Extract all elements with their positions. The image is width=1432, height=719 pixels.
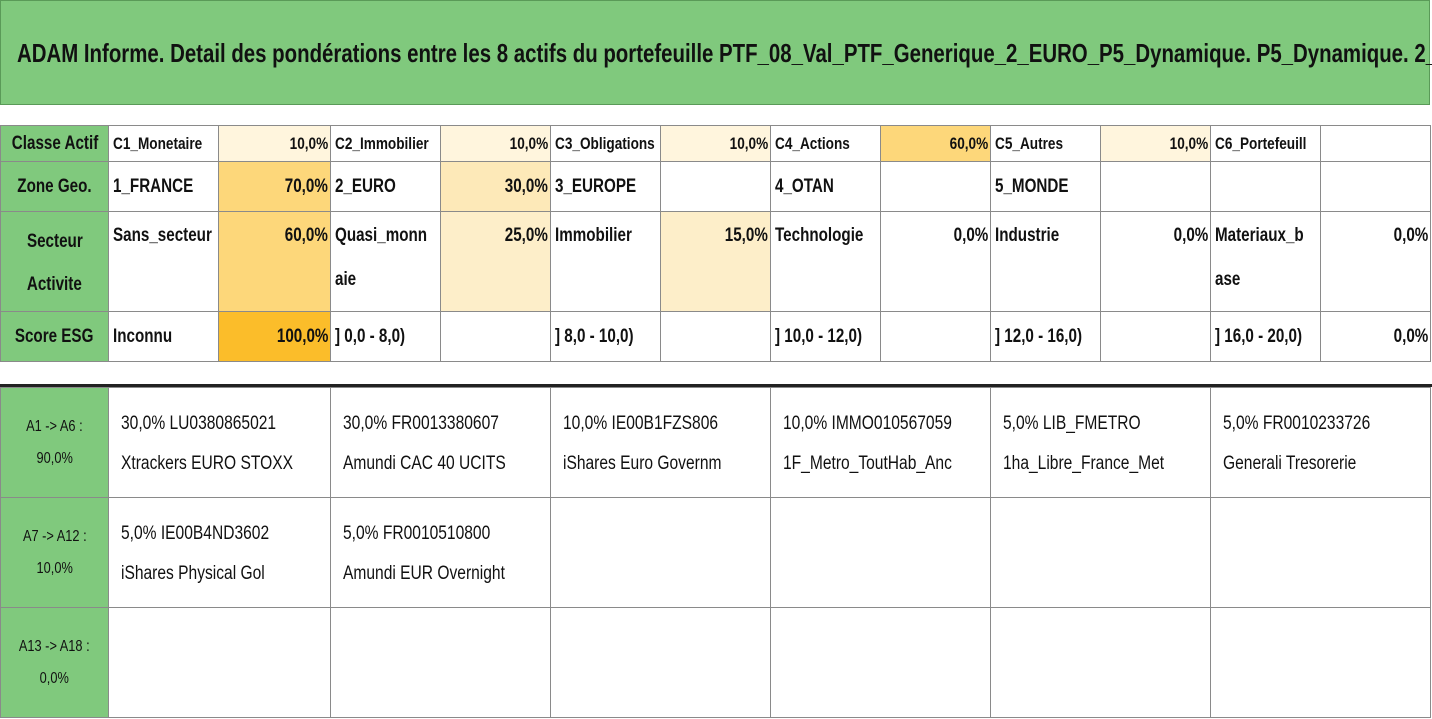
cell-label[interactable]: C1_Monetaire [108,125,219,162]
report-title-bar: ADAM Informe. Detail des pondérations en… [0,0,1432,105]
cell-weight[interactable] [1320,125,1431,162]
asset-cell[interactable]: 10,0% IE00B1FZS806 iShares Euro Governm [550,387,771,498]
cell-weight[interactable]: 70,0% [218,161,331,212]
asset-cell[interactable] [990,497,1211,608]
cell-label[interactable]: 4_OTAN [770,161,881,212]
cell-label[interactable]: ] 16,0 - 20,0) [1210,311,1321,362]
asset-cell[interactable] [990,607,1211,718]
cell-label[interactable]: Sans_secteur [108,211,219,312]
row-zone-geo: Zone Geo. 1_FRANCE 70,0% 2_EURO 30,0% 3_… [0,161,1431,212]
cell-label[interactable]: Technologie [770,211,881,312]
cell-label[interactable]: Quasi_monn aie [330,211,441,312]
asset-cell[interactable]: 10,0% IMMO010567059 1F_Metro_ToutHab_Anc [770,387,991,498]
asset-cell[interactable]: 5,0% FR0010510800 Amundi EUR Overnight [330,497,551,608]
cell-weight[interactable]: 0,0% [880,211,991,312]
cell-weight[interactable]: 25,0% [440,211,551,312]
asset-range-header: A7 -> A12 :10,0% [0,497,109,608]
cell-weight[interactable]: 15,0% [660,211,771,312]
row-header-classe-actif: Classe Actif [0,125,109,162]
row-header-secteur-activite: Secteur Activite [0,211,109,312]
asset-cell[interactable] [770,497,991,608]
asset-cell[interactable]: 5,0% FR0010233726 Generali Tresorerie [1210,387,1431,498]
cell-weight[interactable] [1100,161,1211,212]
asset-row: A1 -> A6 :90,0% 30,0% LU0380865021 Xtrack… [0,387,1431,498]
asset-cell[interactable] [1210,607,1431,718]
row-score-esg: Score ESG Inconnu 100,0% ] 0,0 - 8,0) ] … [0,311,1431,362]
cell-label[interactable]: Inconnu [108,311,219,362]
assets-table: A1 -> A6 :90,0% 30,0% LU0380865021 Xtrack… [0,387,1431,718]
cell-label[interactable]: C6_Portefeuill [1210,125,1321,162]
cell-weight[interactable]: 0,0% [1100,211,1211,312]
cell-weight[interactable] [1100,311,1211,362]
asset-row: A7 -> A12 :10,0% 5,0% IE00B4ND3602 iShare… [0,497,1431,608]
asset-cell[interactable] [770,607,991,718]
asset-range-header: A1 -> A6 :90,0% [0,387,109,498]
cell-label[interactable]: C2_Immobilier [330,125,441,162]
cell-label[interactable]: C5_Autres [990,125,1101,162]
asset-cell[interactable] [108,607,331,718]
cell-label[interactable]: Immobilier [550,211,661,312]
cell-label[interactable]: ] 8,0 - 10,0) [550,311,661,362]
row-header-score-esg: Score ESG [0,311,109,362]
cell-weight[interactable]: 60,0% [880,125,991,162]
asset-cell[interactable] [550,497,771,608]
cell-weight[interactable]: 0,0% [1320,311,1431,362]
asset-range-header: A13 -> A18 :0,0% [0,607,109,718]
cell-weight[interactable] [880,311,991,362]
cell-label[interactable]: C3_Obligations [550,125,661,162]
cell-label[interactable]: ] 12,0 - 16,0) [990,311,1101,362]
asset-cell[interactable] [330,607,551,718]
cell-weight[interactable] [440,311,551,362]
row-secteur-activite: Secteur Activite Sans_secteur 60,0% Quasi… [0,211,1431,312]
cell-weight[interactable]: 60,0% [218,211,331,312]
cell-weight[interactable]: 10,0% [440,125,551,162]
cell-label[interactable]: ] 10,0 - 12,0) [770,311,881,362]
cell-weight[interactable] [1320,161,1431,212]
asset-cell[interactable] [550,607,771,718]
cell-label[interactable]: 5_MONDE [990,161,1101,212]
section-divider [0,384,1432,387]
cell-label[interactable]: Industrie [990,211,1101,312]
cell-weight[interactable]: 30,0% [440,161,551,212]
asset-cell[interactable]: 5,0% LIB_FMETRO 1ha_Libre_France_Met [990,387,1211,498]
report-title: ADAM Informe. Detail des pondérations en… [17,38,1432,68]
row-classe-actif: Classe Actif C1_Monetaire 10,0% C2_Immob… [0,125,1431,162]
cell-label[interactable]: 3_EUROPE [550,161,661,212]
weights-table: Classe Actif C1_Monetaire 10,0% C2_Immob… [0,125,1431,362]
cell-weight[interactable]: 10,0% [1100,125,1211,162]
cell-weight[interactable]: 0,0% [1320,211,1431,312]
cell-label[interactable]: Materiaux_b ase [1210,211,1321,312]
asset-cell[interactable]: 30,0% FR0013380607 Amundi CAC 40 UCITS [330,387,551,498]
cell-label[interactable] [1210,161,1321,212]
cell-label[interactable]: ] 0,0 - 8,0) [330,311,441,362]
cell-label[interactable]: 1_FRANCE [108,161,219,212]
cell-weight[interactable] [660,161,771,212]
cell-weight[interactable] [880,161,991,212]
cell-label[interactable]: C4_Actions [770,125,881,162]
asset-row: A13 -> A18 :0,0% [0,607,1431,718]
cell-label[interactable]: 2_EURO [330,161,441,212]
asset-cell[interactable] [1210,497,1431,608]
cell-weight[interactable]: 10,0% [660,125,771,162]
cell-weight[interactable] [660,311,771,362]
asset-cell[interactable]: 30,0% LU0380865021 Xtrackers EURO STOXX [108,387,331,498]
cell-weight[interactable]: 100,0% [218,311,331,362]
row-header-zone-geo: Zone Geo. [0,161,109,212]
asset-cell[interactable]: 5,0% IE00B4ND3602 iShares Physical Gol [108,497,331,608]
cell-weight[interactable]: 10,0% [218,125,331,162]
